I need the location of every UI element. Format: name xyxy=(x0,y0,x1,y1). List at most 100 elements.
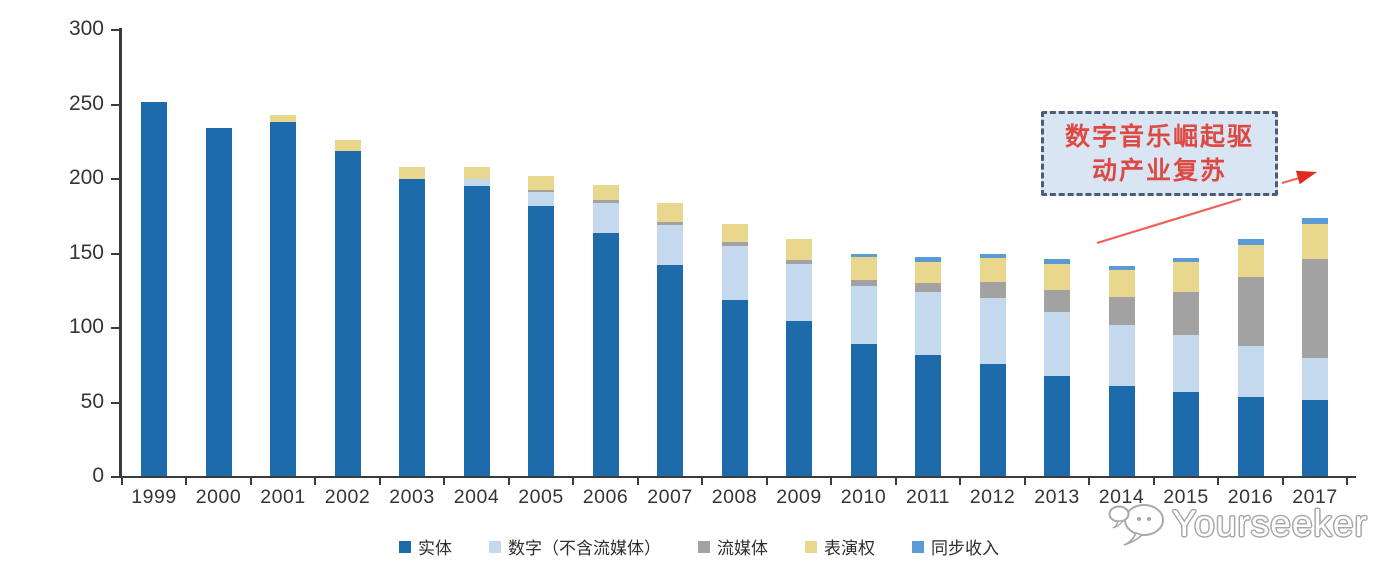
bar-segment xyxy=(1237,396,1264,477)
annotation-text-line1: 数字音乐崛起驱 xyxy=(1064,124,1254,151)
bar-segment xyxy=(915,261,941,283)
x-axis-tick xyxy=(314,478,317,485)
bar-segment xyxy=(979,254,1006,258)
y-axis-tick xyxy=(111,29,120,31)
x-axis-tick xyxy=(120,478,123,485)
x-axis-tick xyxy=(959,478,962,485)
x-axis-category-label: 2010 xyxy=(840,486,887,508)
x-axis-tick xyxy=(636,478,639,485)
bar-segment xyxy=(1173,335,1199,393)
bar-segment xyxy=(1108,386,1135,477)
bar-segment xyxy=(270,114,296,123)
x-axis-category-label: 2009 xyxy=(776,486,822,508)
legend-label: 流媒体 xyxy=(717,539,768,558)
x-axis-category-label: 2016 xyxy=(1227,486,1274,508)
bar-segment xyxy=(592,202,619,233)
x-axis-category-label: 2001 xyxy=(260,486,306,508)
bar-segment xyxy=(1044,375,1070,477)
y-axis-tick-label: 200 xyxy=(68,166,104,189)
annotation-text-line2: 动产业复苏 xyxy=(1091,158,1227,185)
bar-segment xyxy=(1108,266,1135,270)
legend: 实体 数字（不含流媒体） 流媒体 表演权 同步收入 xyxy=(0,534,1398,559)
bar-segment xyxy=(592,199,619,203)
bar-segment xyxy=(1044,311,1070,376)
y-axis-tick-label: 50 xyxy=(80,389,104,413)
x-axis-tick xyxy=(1152,478,1155,485)
x-axis-tick xyxy=(701,478,704,485)
legend-marker xyxy=(912,540,924,553)
bar-segment xyxy=(850,257,877,280)
x-axis-category-label: 2017 xyxy=(1292,486,1338,508)
x-axis-category-label: 2004 xyxy=(453,486,500,508)
x-axis-tick xyxy=(830,478,833,485)
bar-segment xyxy=(850,344,877,477)
x-axis-category-label: 2000 xyxy=(195,486,242,508)
bar-segment xyxy=(721,223,748,243)
bar-segment xyxy=(463,186,490,477)
bar-segment xyxy=(657,222,683,226)
x-axis-tick xyxy=(1346,478,1349,485)
bar-segment xyxy=(850,285,877,345)
bar-segment xyxy=(1173,392,1199,477)
legend-marker xyxy=(698,540,710,553)
x-axis-category-label: 2013 xyxy=(1034,486,1080,508)
bar-segment xyxy=(915,257,941,262)
x-axis-tick xyxy=(894,478,897,485)
bar-segment xyxy=(205,128,232,477)
bar-segment xyxy=(657,265,683,477)
x-axis-category-label: 2011 xyxy=(906,486,950,508)
bar-segment xyxy=(1108,325,1135,387)
bar-segment xyxy=(979,363,1006,477)
y-axis-tick-label: 0 xyxy=(92,464,104,487)
bar-segment xyxy=(850,279,877,286)
watermark: Yourseeker xyxy=(1106,496,1368,552)
x-axis-category-label: 2005 xyxy=(518,486,564,508)
legend-item: 表演权 xyxy=(805,534,875,559)
x-axis-tick xyxy=(185,478,188,485)
bar-segment xyxy=(1237,345,1264,397)
x-axis-tick xyxy=(507,478,510,485)
bar-segment xyxy=(592,184,619,200)
x-axis-line xyxy=(113,475,1356,478)
y-axis-tick-label: 300 xyxy=(68,17,104,40)
y-axis-tick xyxy=(111,476,120,478)
y-axis-tick-label: 150 xyxy=(68,240,104,264)
x-axis-tick xyxy=(1217,478,1220,485)
y-axis-line xyxy=(119,28,122,478)
x-axis-category-label: 2008 xyxy=(711,486,758,508)
y-axis-tick xyxy=(111,327,120,329)
bar-segment xyxy=(1302,259,1328,358)
bar-segment xyxy=(1044,263,1070,290)
legend-marker xyxy=(489,540,501,553)
legend-item: 数字（不含流媒体） xyxy=(489,534,661,559)
x-axis-category-label: 2012 xyxy=(969,486,1016,508)
x-axis-tick xyxy=(1023,478,1026,485)
bar-segment xyxy=(850,253,877,258)
x-axis-tick xyxy=(378,478,381,485)
bar-segment xyxy=(1302,399,1328,477)
bar-segment xyxy=(1302,223,1328,260)
bar-segment xyxy=(463,179,490,187)
bar-segment xyxy=(270,122,296,477)
bar-segment xyxy=(528,205,554,477)
y-axis-tick-label: 100 xyxy=(68,315,104,338)
watermark-text: Yourseeker xyxy=(1172,503,1368,544)
x-axis-category-label: 2003 xyxy=(389,486,435,508)
bar-segment xyxy=(141,101,167,477)
x-axis-tick xyxy=(572,478,575,485)
y-axis-tick xyxy=(111,103,120,106)
bar-segment xyxy=(399,179,425,477)
x-axis-category-label: 2002 xyxy=(324,486,371,508)
bar-segment xyxy=(721,299,748,477)
bar-segment xyxy=(528,190,554,193)
bar-segment xyxy=(334,150,361,477)
bar-segment xyxy=(592,232,619,477)
bar-segment xyxy=(528,192,554,206)
bar-segment xyxy=(979,281,1006,299)
legend-item: 流媒体 xyxy=(698,534,768,559)
bar-segment xyxy=(1237,238,1264,245)
x-axis-category-label: 2015 xyxy=(1163,486,1209,508)
speech-bubbles-icon xyxy=(1108,504,1164,546)
y-axis-tick xyxy=(111,252,120,255)
bar-segment xyxy=(1108,296,1135,325)
